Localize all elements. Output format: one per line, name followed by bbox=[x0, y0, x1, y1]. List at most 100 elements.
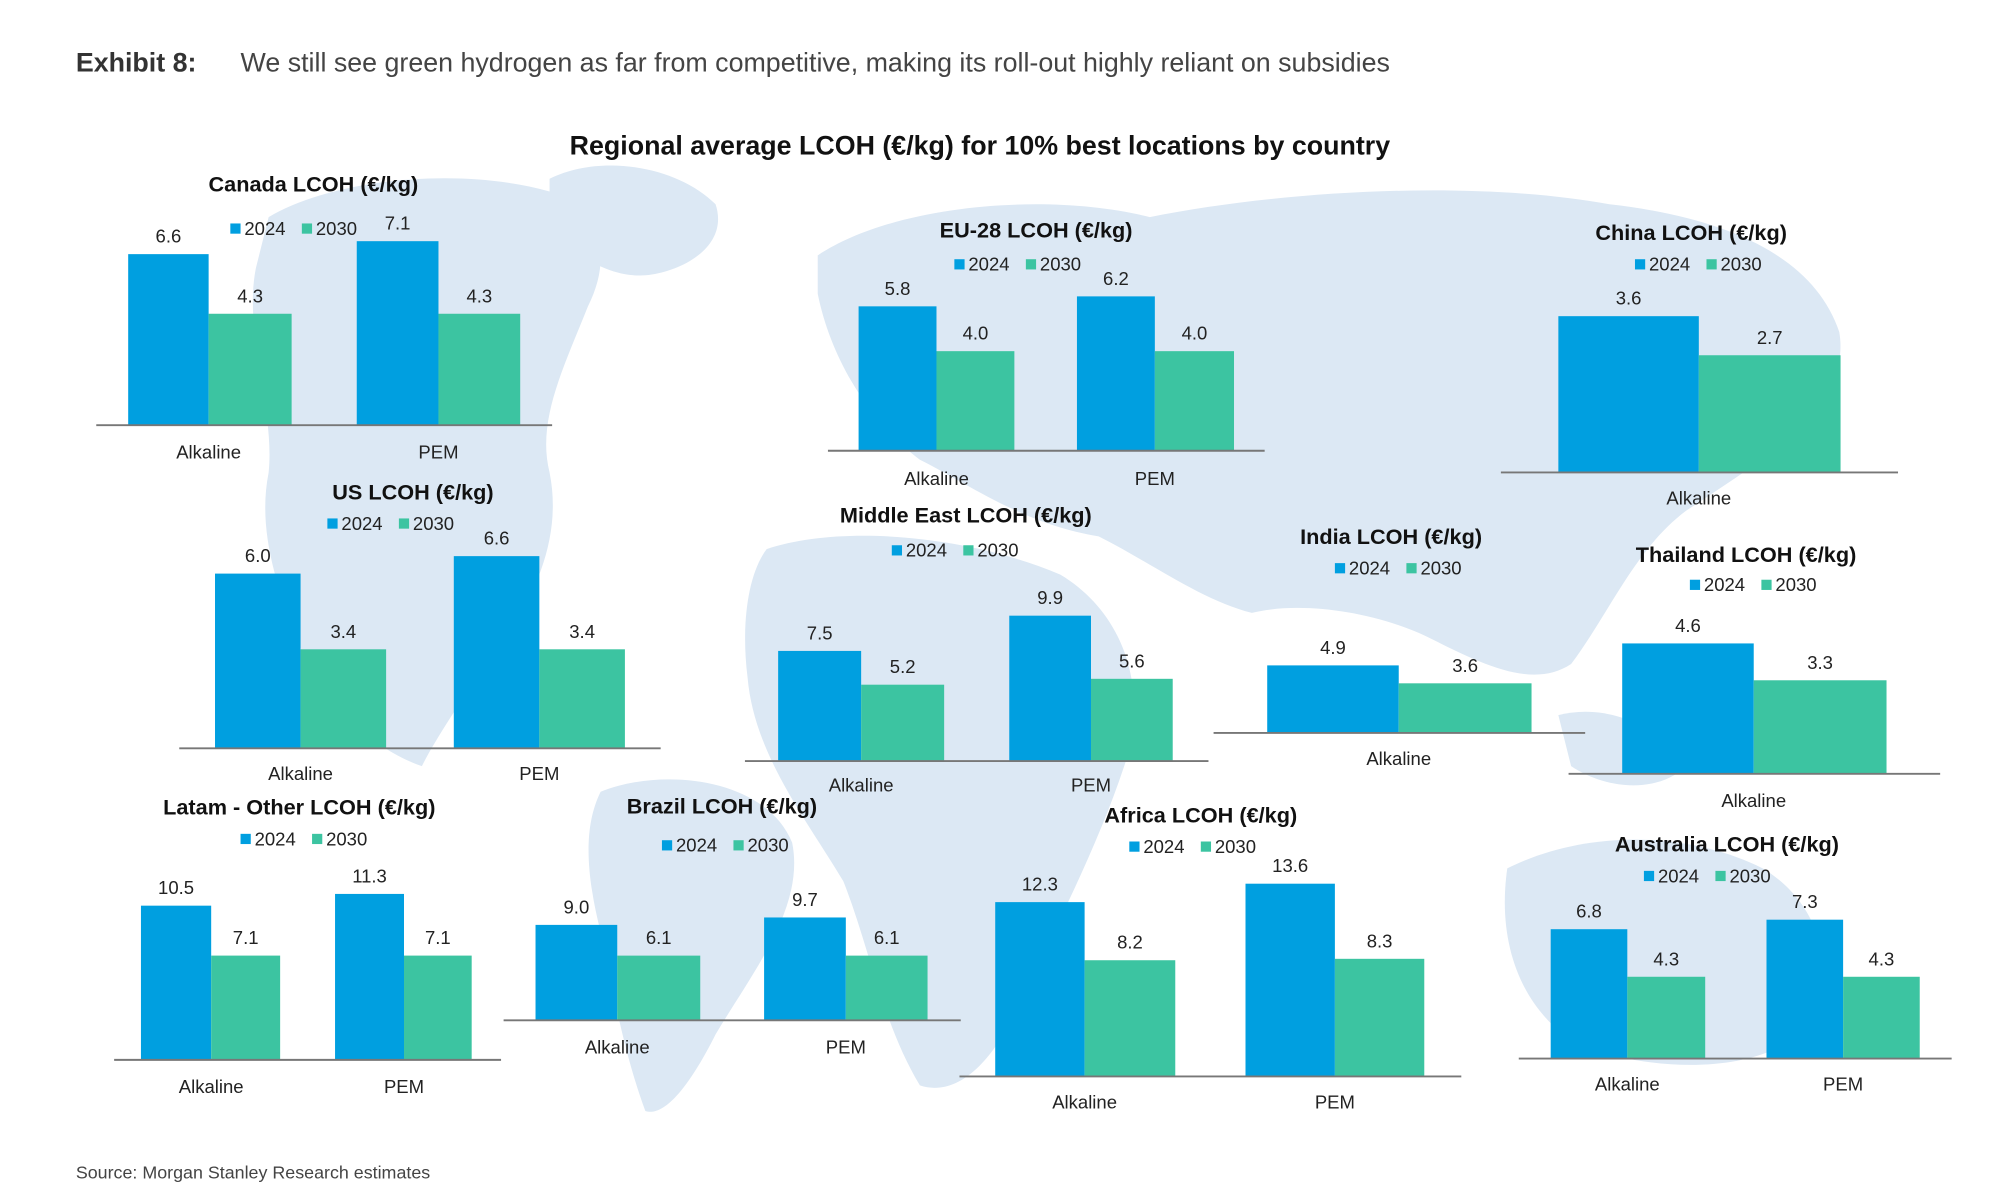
data-label: 9.7 bbox=[792, 889, 818, 910]
bar-alkaline-2030 bbox=[617, 955, 701, 1021]
data-label: 6.2 bbox=[1103, 268, 1129, 289]
legend-swatch-2024 bbox=[1643, 870, 1655, 882]
bar-pem-2030 bbox=[404, 955, 472, 1060]
legend-label: 2024 bbox=[1704, 574, 1745, 595]
legend-swatch-2024 bbox=[1634, 259, 1646, 270]
panel-brazil: Brazil LCOH (€/kg) 2024 2030 9.0 6.1 Alkaline… bbox=[503, 793, 961, 1057]
legend-swatch-2030 bbox=[1706, 259, 1717, 270]
bar-pem-2024 bbox=[1076, 296, 1155, 451]
bar-pem-2030 bbox=[438, 313, 521, 426]
data-label: 3.4 bbox=[569, 621, 595, 642]
panel-middle-east: Middle East LCOH (€/kg) 2024 2030 7.5 5.2 Alk… bbox=[744, 502, 1209, 796]
bar-pem-2024 bbox=[356, 241, 439, 426]
data-label: 8.3 bbox=[1367, 930, 1393, 951]
legend-swatch-2024 bbox=[327, 518, 338, 529]
bar-pem-2024 bbox=[1245, 883, 1335, 1077]
category-label: Alkaline bbox=[1052, 1091, 1117, 1112]
panel-title: US LCOH (€/kg) bbox=[332, 479, 493, 504]
data-label: 6.1 bbox=[874, 927, 900, 948]
legend-swatch-2030 bbox=[733, 840, 744, 851]
legend-label: 2030 bbox=[1721, 254, 1762, 275]
data-label: 4.3 bbox=[1869, 948, 1895, 969]
data-label: 6.6 bbox=[484, 528, 510, 549]
panel-us: US LCOH (€/kg) 2024 2030 6.0 3.4 Alkaline 6.6 3… bbox=[179, 479, 661, 784]
bar-alkaline-2030 bbox=[1084, 960, 1176, 1077]
data-label: 7.3 bbox=[1792, 891, 1818, 912]
panel-title: Australia LCOH (€/kg) bbox=[1615, 832, 1839, 857]
bar-pem-2030 bbox=[845, 955, 928, 1021]
legend-label: 2024 bbox=[244, 218, 285, 239]
exhibit-label: Exhibit 8: bbox=[76, 48, 197, 78]
exhibit-title: We still see green hydrogen as far from … bbox=[241, 48, 1390, 78]
panel-india: India LCOH (€/kg) 2024 2030 4.9 3.6 Alkaline bbox=[1213, 524, 1586, 769]
panel-title: India LCOH (€/kg) bbox=[1300, 524, 1482, 549]
bar-alkaline-2030 bbox=[1627, 976, 1706, 1059]
category-label: Alkaline bbox=[1666, 487, 1731, 508]
panel-thailand: Thailand LCOH (€/kg) 2024 2030 4.6 3.3 Alkali… bbox=[1568, 542, 1941, 811]
legend-label: 2024 bbox=[341, 513, 382, 534]
bar-pem-2030 bbox=[539, 649, 625, 749]
legend-swatch-2030 bbox=[1406, 563, 1417, 574]
legend-swatch-2030 bbox=[1025, 259, 1037, 270]
panel-title: Latam - Other LCOH (€/kg) bbox=[163, 795, 435, 820]
category-label: Alkaline bbox=[1595, 1074, 1660, 1095]
data-label: 4.3 bbox=[466, 285, 492, 306]
category-label: Alkaline bbox=[1366, 748, 1431, 769]
bar-alkaline-2030 bbox=[1698, 355, 1841, 473]
bar-alkaline-2030 bbox=[1753, 680, 1887, 774]
bar-pem-2024 bbox=[1009, 615, 1091, 762]
data-label: 3.3 bbox=[1807, 652, 1833, 673]
bar-alkaline-2024 bbox=[535, 924, 618, 1021]
data-label: 8.2 bbox=[1117, 932, 1143, 953]
legend-swatch-2030 bbox=[963, 545, 974, 556]
data-label: 4.3 bbox=[237, 285, 263, 306]
legend-label: 2030 bbox=[1215, 836, 1256, 857]
data-label: 5.8 bbox=[885, 278, 911, 299]
panel-title: EU-28 LCOH (€/kg) bbox=[940, 218, 1133, 243]
bar-alkaline-2024 bbox=[778, 650, 862, 762]
data-label: 2.7 bbox=[1757, 327, 1783, 348]
legend-label: 2030 bbox=[1420, 558, 1461, 579]
category-label: Alkaline bbox=[585, 1036, 650, 1057]
data-label: 11.3 bbox=[352, 865, 387, 886]
data-label: 4.6 bbox=[1675, 615, 1701, 636]
bar-pem-2024 bbox=[764, 917, 846, 1021]
panel-title: Africa LCOH (€/kg) bbox=[1104, 802, 1297, 827]
panel-africa: Africa LCOH (€/kg) 2024 2030 12.3 8.2 Alkalin… bbox=[959, 802, 1462, 1112]
legend-swatch-2024 bbox=[954, 259, 965, 270]
data-label: 4.9 bbox=[1320, 637, 1346, 658]
legend-swatch-2030 bbox=[312, 833, 323, 845]
data-label: 7.1 bbox=[233, 927, 259, 948]
panel-title: Canada LCOH (€/kg) bbox=[208, 172, 418, 197]
legend-label: 2030 bbox=[1040, 254, 1081, 275]
legend-label: 2024 bbox=[255, 828, 296, 849]
data-label: 12.3 bbox=[1022, 874, 1058, 895]
data-label: 6.1 bbox=[646, 927, 672, 948]
legend-label: 2030 bbox=[316, 218, 357, 239]
category-label: PEM bbox=[519, 763, 559, 784]
panel-china: China LCOH (€/kg) 2024 2030 3.6 2.7 Alkaline bbox=[1500, 220, 1899, 508]
data-label: 6.6 bbox=[156, 226, 182, 247]
bar-alkaline-2024 bbox=[1267, 665, 1399, 733]
data-label: 13.6 bbox=[1272, 855, 1308, 876]
panel-eu28: EU-28 LCOH (€/kg) 2024 2030 5.8 4.0 Alkaline 6… bbox=[827, 218, 1265, 489]
bar-pem-2030 bbox=[1843, 976, 1920, 1059]
legend-label: 2030 bbox=[1729, 865, 1770, 886]
data-label: 3.6 bbox=[1452, 655, 1478, 676]
data-label: 3.6 bbox=[1616, 288, 1642, 309]
data-label: 6.0 bbox=[245, 545, 271, 566]
legend-label: 2030 bbox=[413, 513, 454, 534]
category-label: Alkaline bbox=[829, 775, 894, 796]
data-label: 5.6 bbox=[1119, 650, 1145, 671]
main-chart-title: Regional average LCOH (€/kg) for 10% bes… bbox=[570, 131, 1391, 161]
category-label: Alkaline bbox=[1721, 790, 1786, 811]
bar-alkaline-2024 bbox=[1622, 643, 1754, 774]
bar-pem-2024 bbox=[335, 893, 404, 1060]
legend-swatch-2024 bbox=[1689, 579, 1701, 590]
legend-label: 2024 bbox=[676, 835, 717, 856]
legend-label: 2024 bbox=[1143, 836, 1184, 857]
bar-alkaline-2024 bbox=[128, 254, 209, 426]
legend-label: 2024 bbox=[968, 254, 1009, 275]
chart-panels: Canada LCOH (€/kg) 2024 2030 6.6 4.3 Alkaline… bbox=[96, 172, 1952, 1112]
panel-latam-other: Latam - Other LCOH (€/kg) 2024 2030 10.5 7.1… bbox=[114, 795, 502, 1097]
